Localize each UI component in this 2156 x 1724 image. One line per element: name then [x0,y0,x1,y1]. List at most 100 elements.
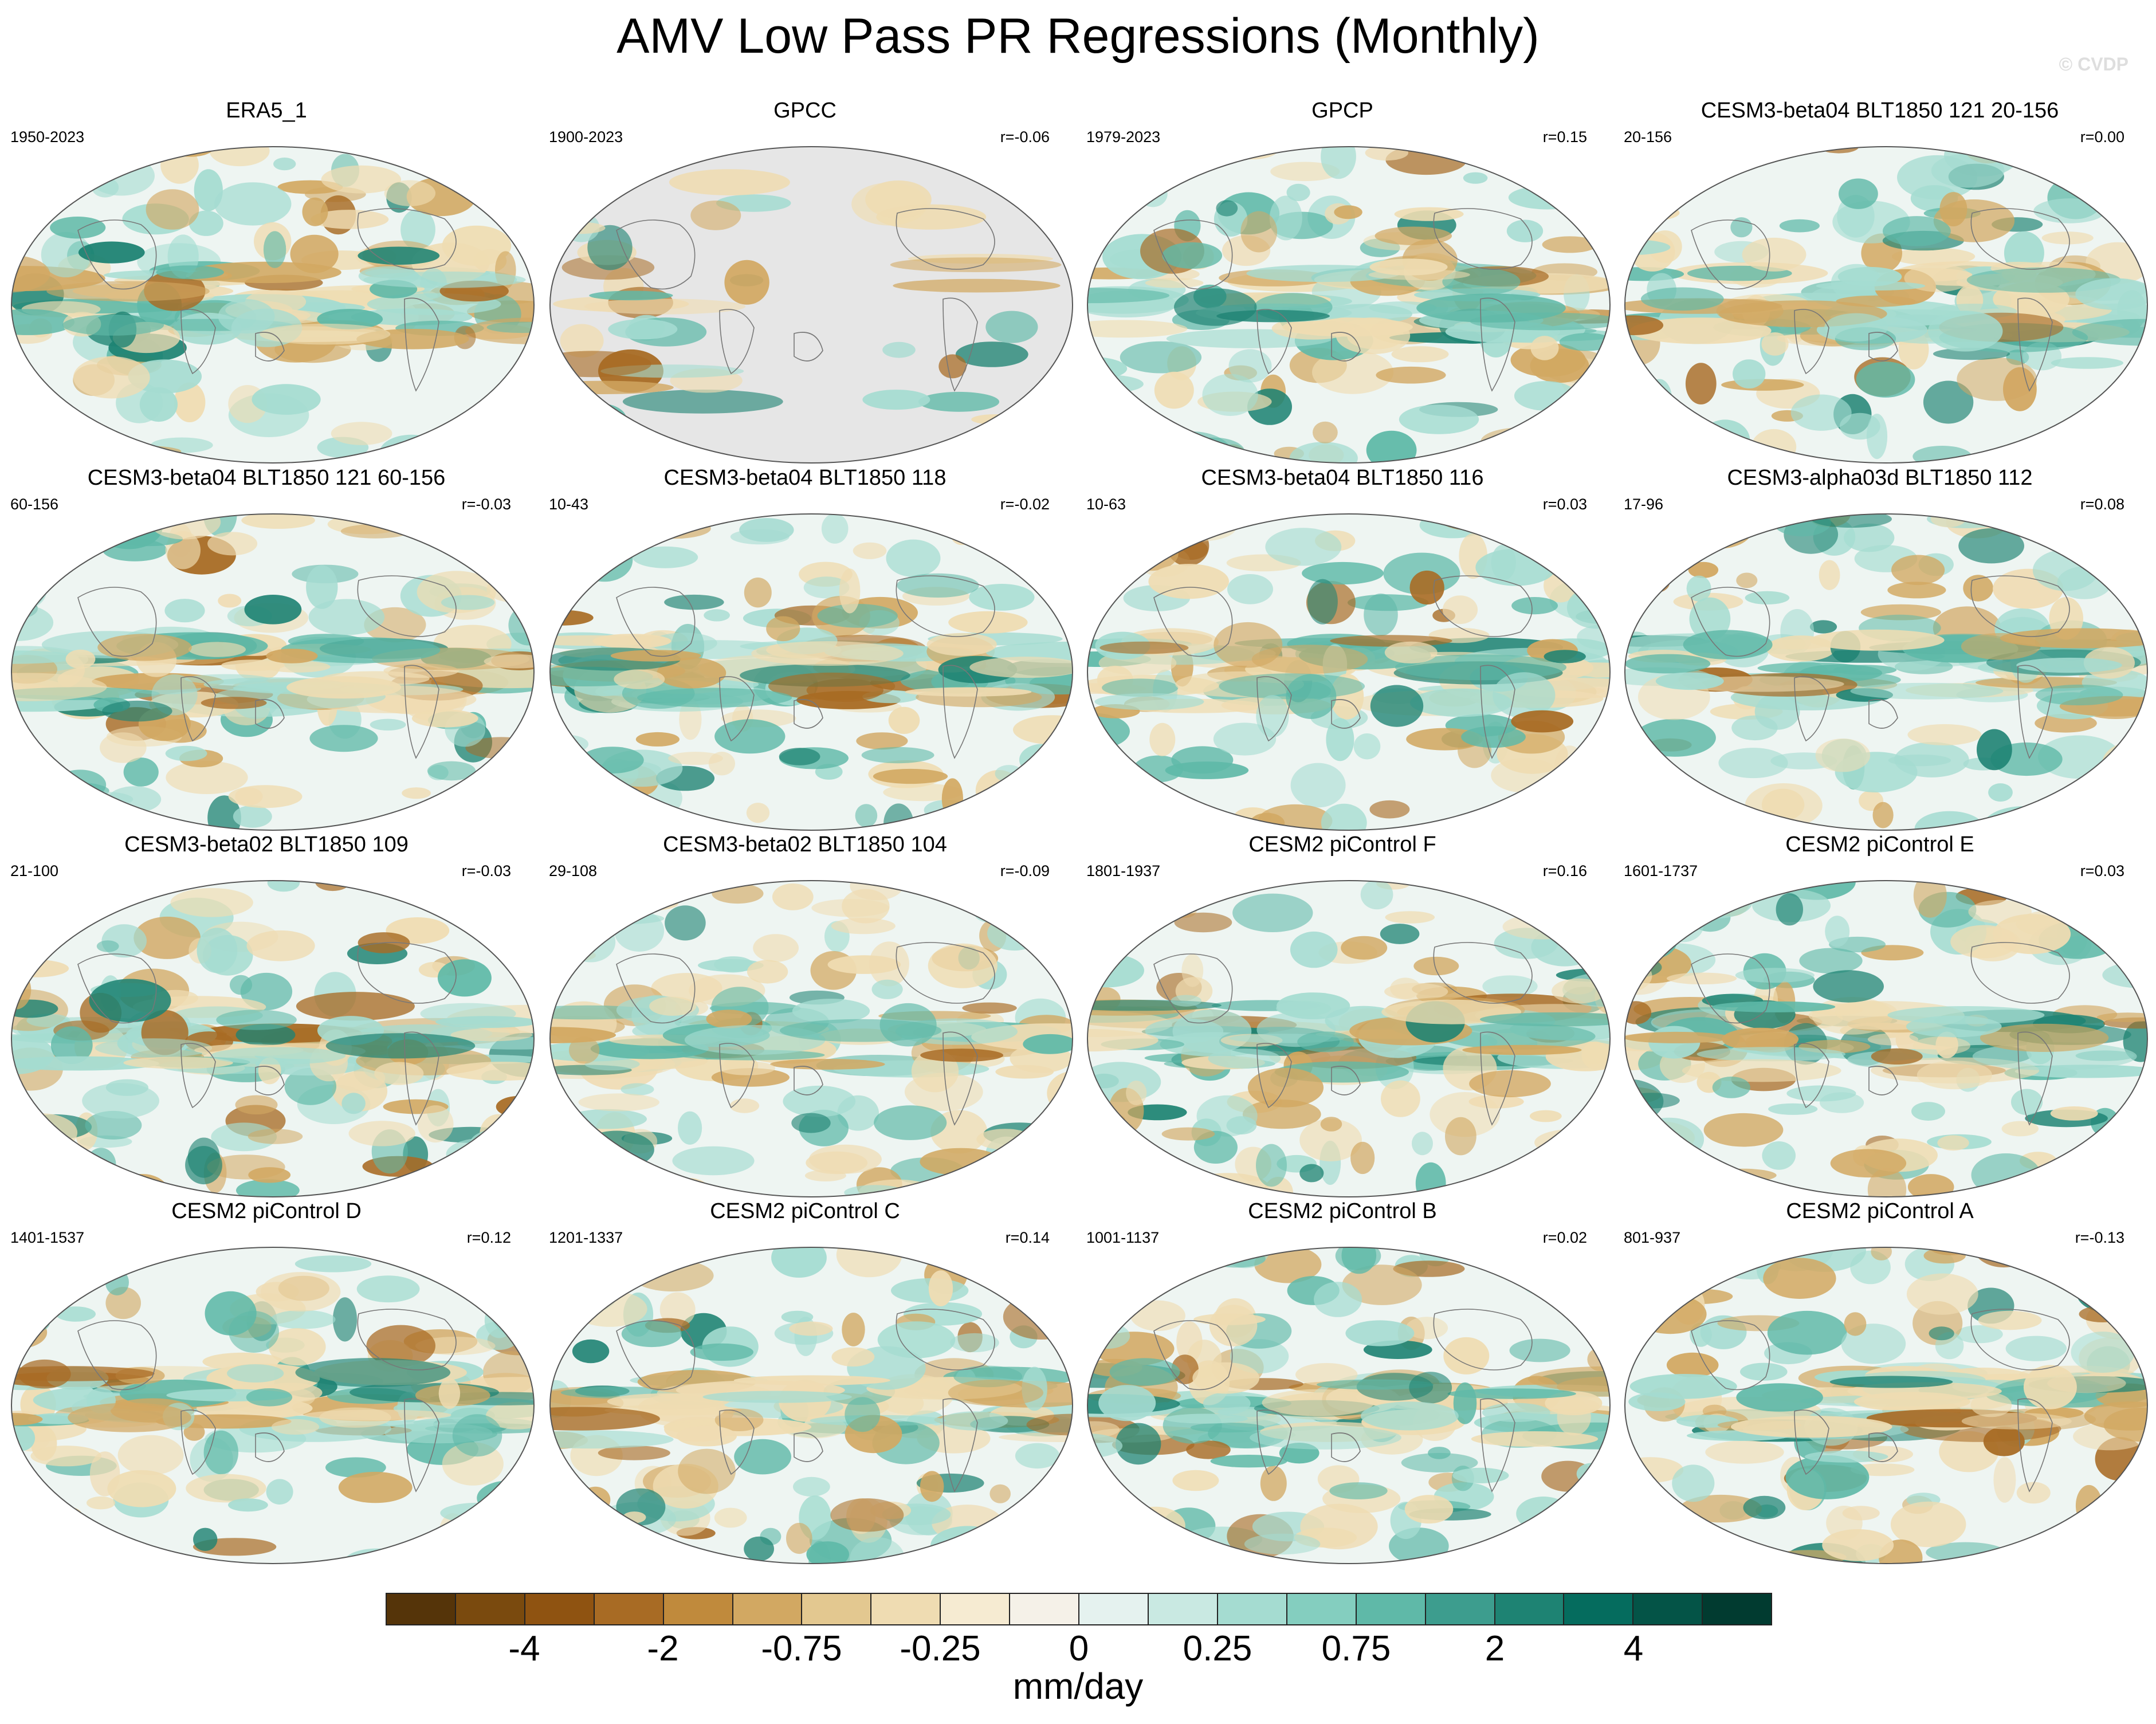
anomaly-patch [1639,423,1711,463]
anomaly-patch [873,768,948,784]
anomaly-patch [556,781,604,816]
panel-correlation: r=0.16 [1542,862,1587,879]
panel-correlation: r=-0.06 [1000,128,1050,146]
anomaly-patch [1230,1339,1289,1374]
anomaly-patch [568,892,641,908]
anomaly-patch [2016,657,2122,673]
anomaly-patch [1535,814,1610,830]
coastline [77,1320,157,1391]
anomaly-patch [50,1026,93,1065]
anomaly-patch [955,341,1028,367]
map-panel: CESM3-beta04 BLT1850 118 10-43 r=-0.02 [539,466,1073,831]
anomaly-patch [1329,1482,1388,1499]
anomaly-patch [1689,597,1731,641]
anomaly-patch [2082,797,2147,826]
anomaly-patch [1529,1110,1562,1122]
anomaly-patch [1785,1455,1870,1499]
anomaly-patch [560,324,604,358]
anomaly-patch [1994,881,2044,895]
anomaly-patch [123,1057,233,1069]
anomaly-patch [608,319,678,340]
panel-period: 801-937 [1624,1229,1681,1246]
anomaly-patch [550,1407,660,1431]
panel-correlation: r=0.02 [1542,1229,1587,1246]
anomaly-patch [920,1048,1004,1062]
anomaly-patch [714,956,753,973]
anomaly-patch [678,1111,702,1145]
anomaly-patch [690,1343,753,1361]
anomaly-patch [678,1448,736,1494]
anomaly-patch [2076,1272,2142,1313]
anomaly-patch [2092,514,2147,553]
anomaly-patch [174,382,206,422]
anomaly-patch [1957,358,2037,401]
colorbar-swatch [1218,1594,1287,1624]
anomaly-patch [1731,715,1778,741]
anomaly-patch [808,1541,831,1564]
anomaly-patch [1554,745,1585,790]
anomaly-patch [584,1058,640,1071]
anomaly-patch [1148,564,1229,599]
anomaly-patch [1385,911,1435,924]
anomaly-patch [1531,514,1557,552]
coastline [616,953,696,1024]
coastline [1153,953,1233,1024]
anomaly-patch [478,163,532,189]
anomaly-patch [1871,1247,1892,1260]
anomaly-patch [23,889,78,905]
anomaly-patch [1089,1270,1168,1289]
colorbar-swatch [1495,1594,1565,1624]
anomaly-patch [1923,1247,1966,1264]
coastline [1794,1043,1829,1109]
anomaly-patch [1634,718,1716,757]
anomaly-patch [1722,1027,1799,1051]
coastline [1868,332,1898,362]
anomaly-patch [1270,162,1340,182]
anomaly-patch [304,1409,451,1421]
panel-period: 1001-1137 [1086,1229,1160,1246]
anomaly-patch [1516,1497,1571,1531]
anomaly-patch [1174,912,1232,933]
anomaly-patch [96,940,119,952]
anomaly-patch [1786,1085,1856,1102]
anomaly-patch [1102,678,1179,697]
anomaly-patch [89,979,171,1023]
anomaly-patch [477,1493,534,1532]
anomaly-patch [1978,1310,2042,1330]
coastline [255,1432,285,1462]
anomaly-patch [2035,684,2123,706]
anomaly-patch [1535,1554,1590,1564]
anomaly-patch [1307,579,1338,625]
anomaly-patch [1567,786,1610,806]
anomaly-patch [614,910,665,952]
anomaly-patch [1654,1184,1683,1197]
anomaly-patch [500,198,524,235]
anomaly-patch [502,786,534,825]
coastline [1480,1031,1515,1126]
anomaly-patch [170,888,253,917]
anomaly-patch [1290,931,1338,968]
anomaly-patch [348,1121,415,1146]
anomaly-patch [1244,1533,1321,1555]
anomaly-patch [1970,1393,2012,1417]
anomaly-patch [28,1312,50,1332]
anomaly-patch [948,1379,1044,1406]
map-panel: CESM3-alpha03d BLT1850 112 17-96 r=0.08 [1613,466,2148,831]
anomaly-patch [183,1423,205,1441]
anomaly-patch [1409,1372,1452,1404]
anomaly-patch [2047,1373,2126,1393]
anomaly-patch [1028,783,1073,808]
anomaly-patch [1099,641,1189,654]
anomaly-patch [341,1093,366,1114]
anomaly-patch [1342,1264,1422,1305]
anomaly-patch [2075,278,2147,310]
anomaly-patch [1988,783,2013,802]
map-border [1087,146,1611,464]
anomaly-patch [651,633,717,654]
anomaly-patch [1145,278,1204,288]
panel-correlation: r=0.03 [1542,496,1587,513]
anomaly-patch [480,1114,517,1154]
map-svg [549,880,1073,1197]
anomaly-patch [86,1148,116,1182]
anomaly-patch [718,1061,775,1075]
